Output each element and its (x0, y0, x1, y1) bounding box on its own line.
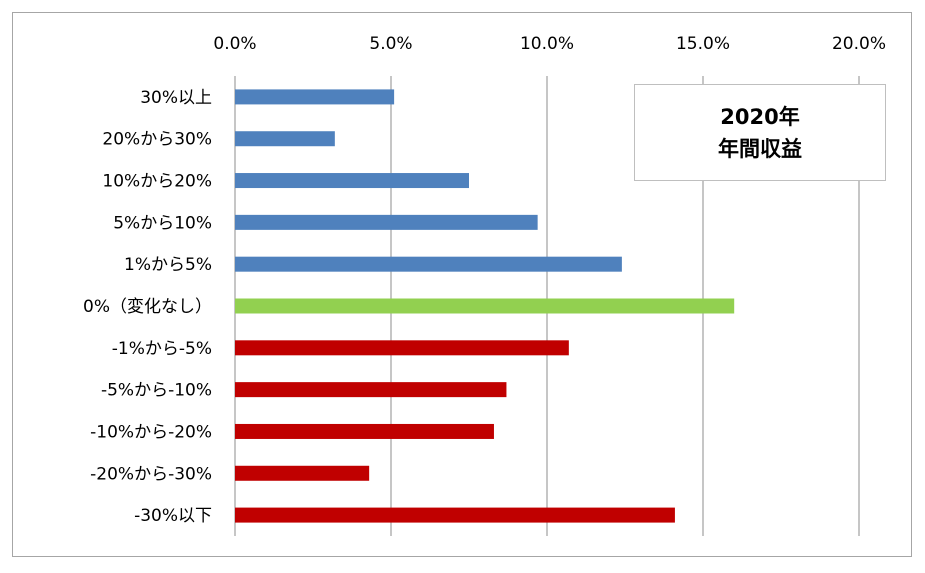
bar (235, 298, 735, 314)
category-label: 5%から10% (113, 213, 212, 233)
chart-title-box: 2020年 年間収益 (634, 84, 886, 181)
bar (235, 131, 335, 147)
x-tick-label: 10.0% (520, 34, 574, 54)
bar (235, 423, 494, 439)
chart-title-line-1: 2020年 (720, 104, 800, 129)
category-label: -1%から-5% (112, 339, 212, 359)
category-labels: 30%以上 20%から30% 10%から20% 5%から10% 1%から5% 0%（変化な… (83, 88, 212, 526)
category-label: -30%以下 (134, 506, 212, 526)
category-label: 30%以上 (140, 88, 212, 108)
bar (235, 173, 469, 189)
x-tick-label: 0.0% (213, 34, 256, 54)
bar (235, 256, 622, 272)
category-label: -10%から-20% (90, 422, 212, 442)
category-label: -5%から-10% (101, 381, 212, 401)
x-tick-label: 20.0% (832, 34, 886, 54)
bars (235, 89, 735, 523)
x-tick-label: 15.0% (676, 34, 730, 54)
bar (235, 89, 395, 105)
category-label: 10%から20% (102, 172, 212, 192)
x-tick-label: 5.0% (369, 34, 412, 54)
category-label: 0%（変化なし） (83, 297, 212, 317)
bar (235, 507, 675, 523)
bar (235, 465, 370, 481)
bar (235, 340, 569, 356)
category-label: 1%から5% (124, 255, 212, 275)
bar (235, 214, 538, 230)
bar (235, 382, 507, 398)
x-axis-ticks: 0.0% 5.0% 10.0% 15.0% 20.0% (213, 34, 886, 54)
category-label: -20%から-30% (90, 464, 212, 484)
chart-title-line-2: 年間収益 (718, 136, 802, 161)
category-label: 20%から30% (102, 130, 212, 150)
